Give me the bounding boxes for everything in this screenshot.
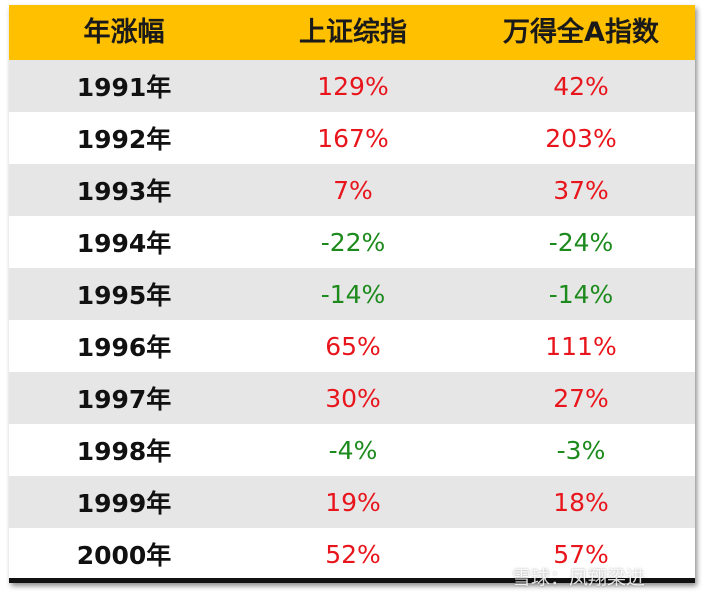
table-row: 1996年 65% 111% [9, 320, 695, 372]
table-row: 1992年 167% 203% [9, 112, 695, 164]
wind-return-cell: 37% [553, 175, 609, 205]
shanghai-return-cell: 129% [317, 71, 389, 101]
shanghai-return-cell: 7% [333, 175, 373, 205]
shanghai-return-cell: -4% [328, 435, 378, 465]
shanghai-return-cell: 167% [317, 123, 389, 153]
wind-return-cell: 18% [553, 487, 609, 517]
wind-return-cell: 203% [545, 123, 617, 153]
returns-table: 年涨幅 上证综指 万得全A指数 1991年 129% 42% 1992年 167% 203… [9, 5, 695, 583]
year-cell: 1996年 [76, 333, 172, 362]
table-row: 1998年 -4% -3% [9, 424, 695, 476]
wind-return-cell: -14% [548, 279, 614, 309]
shanghai-return-cell: -14% [320, 279, 386, 309]
wind-return-cell: 57% [553, 539, 609, 569]
year-cell: 1993年 [76, 177, 172, 206]
table-row: 1999年 19% 18% [9, 476, 695, 528]
wind-return-cell: 42% [553, 71, 609, 101]
year-cell: 1994年 [76, 229, 172, 258]
table-row: 1997年 30% 27% [9, 372, 695, 424]
year-cell: 1998年 [76, 437, 172, 466]
wind-return-cell: -24% [548, 227, 614, 257]
shanghai-return-cell: 19% [325, 487, 381, 517]
year-cell: 1999年 [76, 489, 172, 518]
shanghai-return-cell: -22% [320, 227, 386, 257]
table-row: 1994年 -22% -24% [9, 216, 695, 268]
wind-return-cell: 111% [545, 331, 617, 361]
wind-return-cell: -3% [556, 435, 606, 465]
year-cell: 1995年 [76, 281, 172, 310]
header-shanghai-composite: 上证综指 [299, 17, 407, 48]
bottom-border [9, 578, 695, 583]
year-cell: 1992年 [76, 125, 172, 154]
table-row: 1995年 -14% -14% [9, 268, 695, 320]
year-cell: 2000年 [76, 541, 172, 570]
table-row: 1993年 7% 37% [9, 164, 695, 216]
watermark: 雪球：凤翔梁进 [512, 567, 646, 589]
year-cell: 1997年 [76, 385, 172, 414]
shanghai-return-cell: 30% [325, 383, 381, 413]
shanghai-return-cell: 65% [325, 331, 381, 361]
table-row: 2000年 52% 57% [9, 528, 695, 580]
wind-return-cell: 27% [553, 383, 609, 413]
header-wind-all-a: 万得全A指数 [503, 17, 659, 48]
header-year: 年涨幅 [83, 17, 165, 48]
table-row: 1991年 129% 42% [9, 60, 695, 112]
shanghai-return-cell: 52% [325, 539, 381, 569]
year-cell: 1991年 [76, 73, 172, 102]
table-header: 年涨幅 上证综指 万得全A指数 [9, 5, 695, 60]
